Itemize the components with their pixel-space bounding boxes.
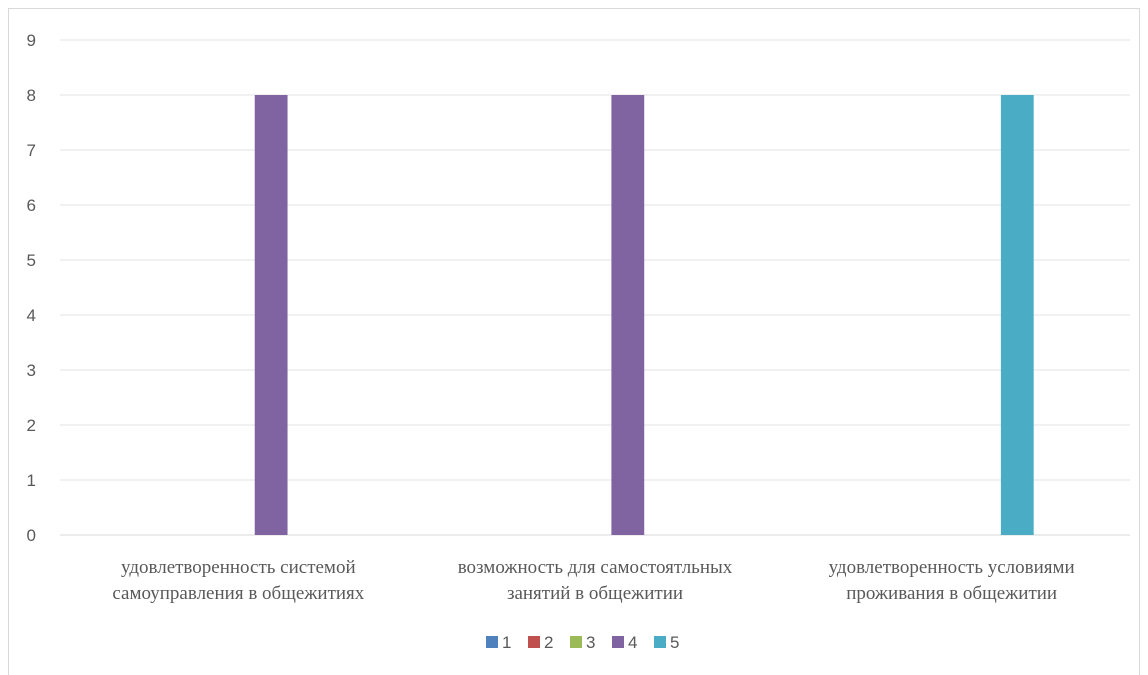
legend-label-2: 2 xyxy=(544,633,553,652)
y-tick-label: 4 xyxy=(27,306,36,325)
legend-label-3: 3 xyxy=(586,633,595,652)
legend-label-1: 1 xyxy=(502,633,511,652)
y-tick-label: 1 xyxy=(27,471,36,490)
bar-series-5-cat-2 xyxy=(1000,95,1034,535)
chart-frame xyxy=(8,8,1140,675)
legend-swatch-2 xyxy=(528,636,540,648)
legend-swatch-1 xyxy=(486,636,498,648)
y-tick-label: 9 xyxy=(27,31,36,50)
x-category-label: проживания в общежитии xyxy=(846,583,1057,604)
x-category-label: самоуправления в общежитиях xyxy=(112,583,364,604)
legend-label-5: 5 xyxy=(670,633,679,652)
legend-label-4: 4 xyxy=(628,633,637,652)
x-category-label: занятий в общежитии xyxy=(507,583,683,604)
y-tick-label: 0 xyxy=(27,526,36,545)
y-tick-label: 7 xyxy=(27,141,36,160)
y-tick-label: 6 xyxy=(27,196,36,215)
legend-swatch-5 xyxy=(654,636,666,648)
y-tick-label: 8 xyxy=(27,86,36,105)
x-category-label: удовлетворенность системой xyxy=(121,557,356,578)
x-category-label: возможность для самостоятльных xyxy=(458,557,733,578)
y-tick-label: 5 xyxy=(27,251,36,270)
x-category-label: удовлетворенность условиями xyxy=(829,557,1075,578)
bar-series-4-cat-1 xyxy=(611,95,645,535)
legend-swatch-4 xyxy=(612,636,624,648)
y-tick-label: 3 xyxy=(27,361,36,380)
legend-swatch-3 xyxy=(570,636,582,648)
bar-series-4-cat-0 xyxy=(254,95,288,535)
y-tick-label: 2 xyxy=(27,416,36,435)
